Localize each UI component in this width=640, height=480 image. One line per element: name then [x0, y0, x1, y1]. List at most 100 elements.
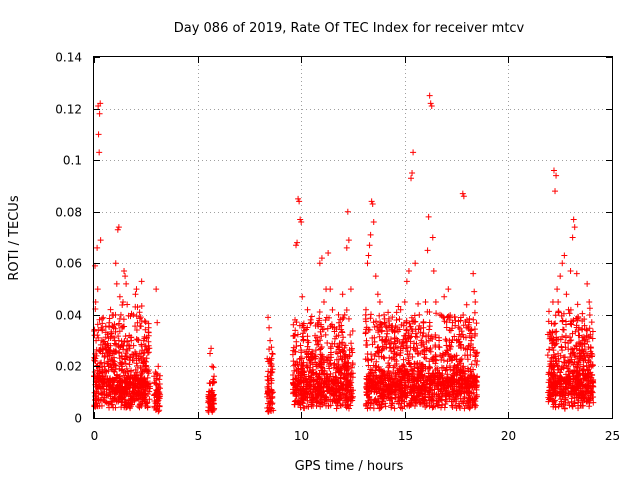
data-point — [580, 368, 587, 375]
data-point — [579, 355, 586, 362]
data-point — [463, 301, 470, 308]
data-point — [342, 360, 349, 367]
data-point — [267, 337, 274, 344]
data-point — [116, 328, 123, 335]
data-point — [325, 249, 332, 256]
data-point — [96, 360, 103, 367]
data-point — [380, 354, 387, 361]
data-point — [156, 376, 163, 383]
data-point — [381, 315, 388, 322]
data-point — [575, 376, 582, 383]
data-point — [317, 328, 324, 335]
data-point — [412, 260, 419, 267]
data-point — [585, 371, 592, 378]
data-point — [127, 393, 134, 400]
data-point — [451, 313, 458, 320]
data-point — [155, 389, 162, 396]
data-point — [470, 347, 477, 354]
data-point — [335, 311, 342, 318]
data-point — [348, 364, 355, 371]
data-point — [398, 373, 405, 380]
data-point — [396, 326, 403, 333]
data-point — [551, 399, 558, 406]
data-point — [581, 346, 588, 353]
data-point — [373, 323, 380, 330]
data-point — [294, 331, 301, 338]
data-point — [308, 319, 315, 326]
data-point — [409, 170, 416, 177]
data-point — [264, 388, 271, 395]
data-point — [157, 372, 164, 379]
data-point — [444, 347, 451, 354]
data-point — [385, 368, 392, 375]
data-point — [335, 344, 342, 351]
data-point — [133, 327, 140, 334]
data-point — [337, 374, 344, 381]
data-point — [414, 374, 421, 381]
data-point — [122, 273, 129, 280]
data-point — [415, 389, 422, 396]
data-point — [389, 324, 396, 331]
data-point — [377, 385, 384, 392]
data-point — [388, 389, 395, 396]
data-point — [110, 368, 117, 375]
data-point — [118, 324, 125, 331]
data-point — [211, 373, 218, 380]
data-point — [471, 326, 478, 333]
data-point — [425, 337, 432, 344]
data-point — [468, 361, 475, 368]
data-point — [124, 401, 131, 408]
data-point — [139, 369, 146, 376]
data-point — [364, 405, 371, 412]
data-point — [441, 314, 448, 321]
data-point — [130, 311, 137, 318]
data-point — [300, 404, 307, 411]
data-point — [450, 389, 457, 396]
data-point — [296, 198, 303, 205]
data-point — [468, 337, 475, 344]
data-point — [138, 342, 145, 349]
data-point — [462, 318, 469, 325]
data-point — [558, 388, 565, 395]
data-point — [565, 390, 572, 397]
data-point — [470, 389, 477, 396]
data-point — [116, 293, 123, 300]
data-point — [317, 375, 324, 382]
data-point — [381, 388, 388, 395]
data-point — [415, 300, 422, 307]
data-point — [340, 391, 347, 398]
data-point — [420, 341, 427, 348]
data-point — [268, 344, 275, 351]
data-point — [410, 368, 417, 375]
data-point — [389, 376, 396, 383]
data-point — [413, 399, 420, 406]
data-point — [314, 334, 321, 341]
data-point — [103, 368, 110, 375]
data-point — [383, 324, 390, 331]
data-point — [343, 374, 350, 381]
data-point — [436, 393, 443, 400]
data-point — [466, 388, 473, 395]
data-point — [551, 342, 558, 349]
data-point — [293, 366, 300, 373]
data-point — [567, 320, 574, 327]
data-point — [581, 316, 588, 323]
data-point — [141, 396, 148, 403]
data-point — [316, 309, 323, 316]
data-point — [293, 242, 300, 249]
data-point — [562, 334, 569, 341]
data-point — [586, 305, 593, 312]
data-point — [304, 306, 311, 313]
data-point — [467, 372, 474, 379]
data-point — [338, 366, 345, 373]
data-point — [375, 363, 382, 370]
data-point — [421, 351, 428, 358]
data-point — [466, 378, 473, 385]
data-point — [472, 357, 479, 364]
data-point — [588, 353, 595, 360]
data-point — [421, 343, 428, 350]
data-point — [269, 368, 276, 375]
data-point — [136, 309, 143, 316]
data-point — [415, 382, 422, 389]
data-point — [401, 398, 408, 405]
